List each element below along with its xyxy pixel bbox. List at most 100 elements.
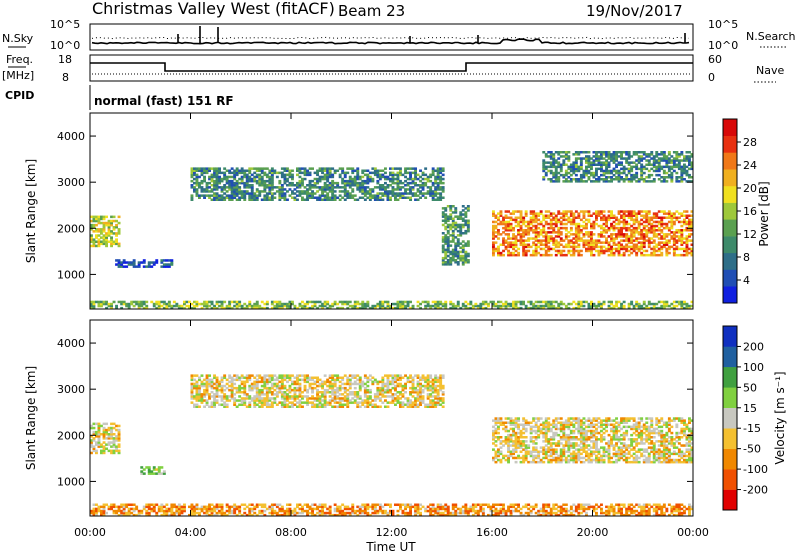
heatmap-cell (288, 169, 292, 172)
heatmap-cell (122, 302, 126, 306)
heatmap-cell (102, 447, 106, 450)
heatmap-cell (358, 397, 362, 400)
heatmap-cell (346, 395, 350, 398)
heatmap-cell (102, 240, 106, 243)
heatmap-cell (258, 374, 262, 377)
heatmap-cell (600, 167, 603, 171)
heatmap-cell (497, 222, 500, 226)
heatmap-cell (203, 171, 206, 175)
heatmap-cell (630, 229, 634, 232)
heatmap-cell (399, 374, 402, 377)
heatmap-cell (652, 247, 656, 251)
heatmap-cell (240, 190, 244, 193)
heatmap-cell (263, 376, 267, 379)
heatmap-cell (110, 238, 113, 241)
heatmap-cell (499, 458, 503, 462)
heatmap-cell (615, 226, 618, 230)
heatmap-cell (557, 180, 561, 183)
heatmap-cell (190, 374, 194, 377)
heatmap-cell (441, 256, 445, 260)
heatmap-cell (630, 216, 634, 219)
heatmap-cell (100, 443, 103, 446)
heatmap-cell (564, 151, 568, 154)
heatmap-cell (655, 214, 659, 217)
heatmap-cell (579, 210, 583, 213)
heatmap-cell (660, 247, 664, 251)
heatmap-cell (650, 231, 654, 234)
heatmap-cell (303, 302, 307, 306)
heatmap-cell (406, 181, 410, 185)
heatmap-cell (627, 245, 631, 249)
heatmap-cell (107, 304, 111, 308)
heatmap-cell (494, 423, 498, 426)
heatmap-cell (582, 226, 586, 230)
heatmap-cell (265, 175, 269, 179)
heatmap-cell (672, 220, 676, 224)
heatmap-cell (574, 165, 578, 169)
heatmap-cell (225, 395, 229, 398)
heatmap-cell (595, 155, 598, 158)
heatmap-cell (308, 181, 312, 185)
heatmap-cell (670, 173, 674, 177)
heatmap-cell (675, 231, 679, 234)
heatmap-cell (617, 306, 621, 310)
heatmap-cell (652, 226, 656, 230)
heatmap-cell (100, 221, 103, 225)
heatmap-cell (336, 184, 340, 187)
heatmap-cell (466, 209, 470, 212)
heatmap-cell (401, 302, 405, 306)
heatmap-cell (569, 245, 573, 249)
heatmap-cell (313, 399, 317, 402)
heatmap-cell (544, 241, 548, 244)
heatmap-cell (617, 173, 621, 177)
heatmap-cell (419, 175, 422, 179)
heatmap-cell (142, 472, 146, 475)
heatmap-cell (582, 173, 586, 177)
heatmap-cell (630, 176, 634, 179)
heatmap-cell (368, 395, 372, 398)
heatmap-cell (376, 382, 380, 386)
heatmap-cell (421, 376, 425, 379)
heatmap-cell (301, 405, 304, 408)
heatmap-cell (585, 151, 588, 154)
heatmap-cell (662, 235, 666, 238)
heatmap-cell (263, 196, 267, 199)
heatmap-cell (429, 192, 433, 195)
heatmap-cell (381, 184, 385, 187)
heatmap-cell (378, 196, 382, 199)
heatmap-cell (92, 433, 96, 436)
heatmap-cell (449, 244, 453, 247)
heatmap-cell (351, 393, 355, 396)
heatmap-cell (429, 380, 433, 384)
heatmap-cell (444, 306, 448, 310)
heatmap-cell (245, 376, 249, 379)
heatmap-cell (145, 304, 149, 308)
heatmap-cell (549, 165, 553, 169)
heatmap-cell (213, 196, 216, 199)
heatmap-cell (657, 216, 661, 219)
heatmap-cell (677, 165, 681, 169)
heatmap-cell (683, 237, 686, 240)
heatmap-cell (600, 302, 603, 306)
heatmap-cell (652, 231, 656, 234)
heatmap-cell (338, 173, 342, 177)
heatmap-cell (444, 304, 448, 308)
heatmap-cell (283, 302, 287, 306)
heatmap-cell (336, 376, 340, 379)
heatmap-cell (630, 210, 634, 213)
heatmap-cell (260, 181, 264, 185)
heatmap-cell (622, 245, 626, 249)
heatmap-cell (115, 445, 118, 448)
heatmap-cell (665, 163, 669, 166)
heatmap-cell (401, 388, 405, 392)
heatmap-cell (195, 384, 199, 388)
heatmap-cell (615, 247, 618, 251)
heatmap-cell (579, 178, 583, 181)
heatmap-cell (612, 214, 616, 217)
heatmap-cell (368, 179, 372, 183)
heatmap-cell (306, 401, 309, 404)
heatmap-cell (512, 212, 515, 215)
heatmap-cell (595, 153, 598, 156)
heatmap-cell (660, 306, 664, 310)
heatmap-cell (213, 167, 216, 170)
